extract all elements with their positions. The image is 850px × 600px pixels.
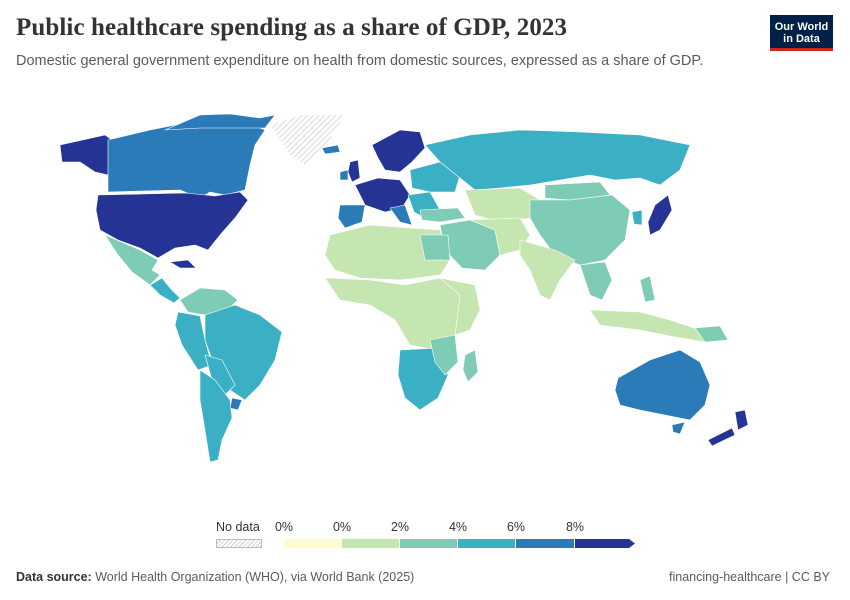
legend-tick-1: 0% <box>332 520 352 534</box>
world-map[interactable] <box>0 100 850 470</box>
region-central-america[interactable] <box>149 277 181 304</box>
region-uk[interactable] <box>347 159 361 183</box>
legend-tick-3: 4% <box>448 520 468 534</box>
legend-bin-1[interactable] <box>342 539 400 548</box>
region-philippines[interactable] <box>639 275 656 303</box>
data-source-text[interactable]: World Health Organization (WHO), via Wor… <box>95 570 415 584</box>
data-source-label: Data source: <box>16 570 92 584</box>
region-tasmania[interactable] <box>671 421 686 435</box>
region-new-zealand[interactable] <box>707 409 749 447</box>
region-southeast-asia[interactable] <box>579 261 613 301</box>
region-russia[interactable] <box>424 129 691 191</box>
region-scandinavia[interactable] <box>371 129 426 173</box>
region-korea[interactable] <box>631 209 643 226</box>
region-india[interactable] <box>519 239 576 301</box>
legend-bin-5[interactable] <box>575 539 630 548</box>
chart-title: Public healthcare spending as a share of… <box>16 14 568 41</box>
region-alaska[interactable] <box>59 134 113 176</box>
region-japan[interactable] <box>647 194 673 236</box>
region-png[interactable] <box>694 325 729 343</box>
region-ireland[interactable] <box>339 169 349 181</box>
legend-bin-4[interactable] <box>516 539 575 548</box>
region-madagascar[interactable] <box>462 349 479 383</box>
legend-bin-0[interactable] <box>284 539 342 548</box>
region-italy[interactable] <box>389 204 413 226</box>
region-bolivia[interactable] <box>204 354 236 396</box>
region-china[interactable] <box>529 194 631 266</box>
region-south-east-africa[interactable] <box>429 334 459 376</box>
region-canada-arctic[interactable] <box>164 113 276 131</box>
legend-tick-4: 6% <box>506 520 526 534</box>
region-cuba[interactable] <box>169 259 197 269</box>
region-north-africa[interactable] <box>324 224 451 281</box>
region-egypt[interactable] <box>419 234 451 261</box>
region-east-africa[interactable] <box>439 277 481 336</box>
legend-tick-2: 2% <box>390 520 410 534</box>
region-australia[interactable] <box>614 349 711 421</box>
chart-subtitle: Domestic general government expenditure … <box>16 53 704 69</box>
region-greenland[interactable] <box>269 114 346 166</box>
legend-no-data-swatch[interactable] <box>216 539 262 548</box>
region-argentina[interactable] <box>199 369 233 463</box>
region-central-asia[interactable] <box>464 187 541 223</box>
logo-line-2: in Data <box>783 33 820 45</box>
legend-bin-2[interactable] <box>400 539 458 548</box>
legend-tick-5: 8% <box>565 520 585 534</box>
region-indonesia[interactable] <box>589 309 706 343</box>
logo-line-1: Our World <box>774 21 829 33</box>
region-uruguay[interactable] <box>229 397 243 411</box>
footer-license[interactable]: financing-healthcare | CC BY <box>669 570 830 584</box>
owid-logo[interactable]: Our World in Data <box>770 15 833 51</box>
legend-tick-0: 0% <box>274 520 294 534</box>
legend-no-data-label: No data <box>216 520 260 534</box>
legend-bin-3[interactable] <box>458 539 516 548</box>
legend-arrow-icon <box>629 539 635 548</box>
region-mexico[interactable] <box>104 234 161 286</box>
region-iceland[interactable] <box>321 144 341 155</box>
color-legend: No data 0% 0% 2% 4% 6% 8% <box>0 515 850 555</box>
region-usa[interactable] <box>95 191 249 259</box>
region-canada[interactable] <box>107 119 266 199</box>
region-turkey[interactable] <box>419 207 466 223</box>
region-peru[interactable] <box>174 311 213 371</box>
region-iberia[interactable] <box>337 204 366 229</box>
data-source: Data source: World Health Organization (… <box>16 570 414 584</box>
